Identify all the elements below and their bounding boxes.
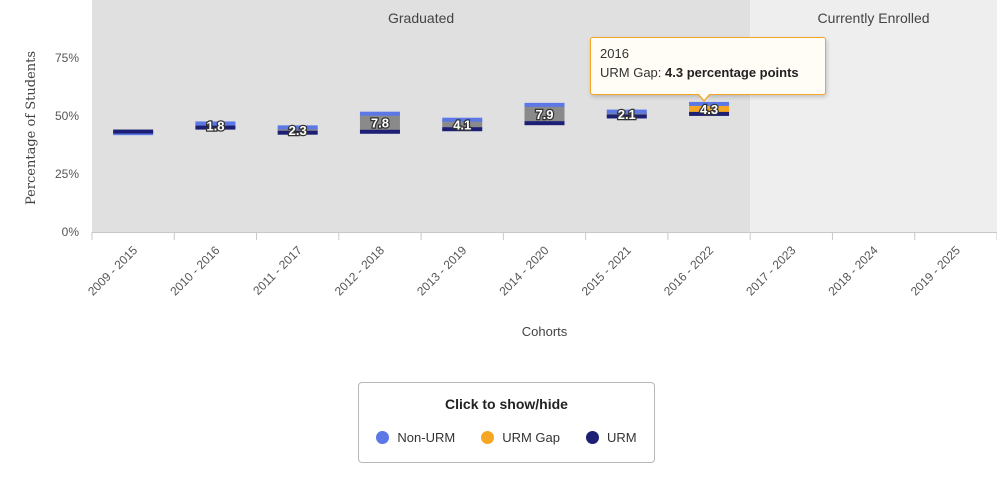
gap-data-label: 2.1 [618,107,636,122]
x-tick-label: 2018 - 2024 [826,243,881,298]
region-currently-enrolled [750,0,997,232]
urm-mark [277,130,318,135]
tooltip-title: 2016 [600,46,629,61]
legend-item-urm[interactable]: URM [585,430,637,445]
urm-mark [524,121,565,126]
tooltip-body: URM Gap: 4.3 percentage points [600,65,816,80]
urm-mark [113,129,154,134]
gap-bar [359,113,400,132]
urm-mark [606,114,647,119]
non-urm-mark [195,121,236,126]
gap-data-label: 2.3 [289,123,307,138]
gap-bar [606,111,647,117]
legend-label-urm-gap: URM Gap [502,430,560,445]
y-tick-label: 0% [62,225,80,239]
x-tick-label: 2017 - 2023 [743,243,798,298]
x-axis-label: Cohorts [522,324,568,339]
tooltip: 2016 URM Gap: 4.3 percentage points [590,37,826,95]
non-urm-mark [442,117,483,122]
urm-gap-dot-icon [481,431,495,444]
x-tick-label: 2012 - 2018 [332,243,387,298]
y-axis-label: Percentage of Students [24,51,39,205]
gap-data-label: 4.3 [700,102,718,117]
tooltip-value: 4.3 percentage points [665,65,799,80]
gap-bar [524,104,565,124]
x-tick-label: 2014 - 2020 [496,243,551,298]
urm-mark [195,125,236,130]
region-graduated [92,0,751,232]
non-urm-dot-icon [376,431,390,444]
urm-mark [442,127,483,132]
x-tick-label: 2016 - 2022 [661,243,716,298]
legend-item-urm-gap[interactable]: URM Gap [481,430,560,445]
x-tick-label: 2010 - 2016 [167,243,222,298]
tooltip-label: URM Gap: [600,65,666,80]
gap-data-label: 1.8 [206,119,224,134]
gap-bar [689,103,730,114]
gap-data-label: 4.1 [453,117,471,132]
urm-mark [359,129,400,134]
y-tick-label: 50% [55,109,79,123]
urm-gap-chart: Graduated Currently Enrolled 0% 25% 50% 75% Pe… [24,0,997,339]
legend: Click to show/hide Non-URM URM Gap URM [358,382,655,463]
urm-mark [689,111,730,116]
x-tick-label: 2011 - 2017 [250,243,305,298]
legend-items: Non-URM URM Gap URM [359,430,654,445]
y-tick-label: 75% [55,51,79,65]
x-tick-label: 2015 - 2021 [579,243,634,298]
x-tick-label: 2013 - 2019 [414,243,469,298]
region-label-currently-enrolled: Currently Enrolled [818,10,930,26]
gap-bar [195,123,236,128]
gap-data-label: 7.8 [371,116,389,131]
non-urm-mark [524,102,565,107]
non-urm-mark [277,125,318,130]
legend-title: Click to show/hide [445,396,568,412]
legend-label-urm: URM [606,430,637,445]
legend-label-non-urm: Non-URM [397,430,456,445]
non-urm-mark [606,109,647,114]
y-tick-label: 25% [55,167,79,181]
region-label-graduated: Graduated [388,10,454,26]
tooltip-arrow-inner [698,93,710,100]
non-urm-mark [359,111,400,116]
x-tick-label: 2019 - 2025 [908,243,963,298]
urm-dot-icon [585,431,599,444]
gap-data-label: 7.9 [535,107,553,122]
non-urm-mark [689,101,730,106]
x-tick-label: 2009 - 2015 [85,243,140,298]
gap-bar [277,127,318,133]
legend-item-non-urm[interactable]: Non-URM [376,430,455,445]
gap-bar [442,119,483,130]
